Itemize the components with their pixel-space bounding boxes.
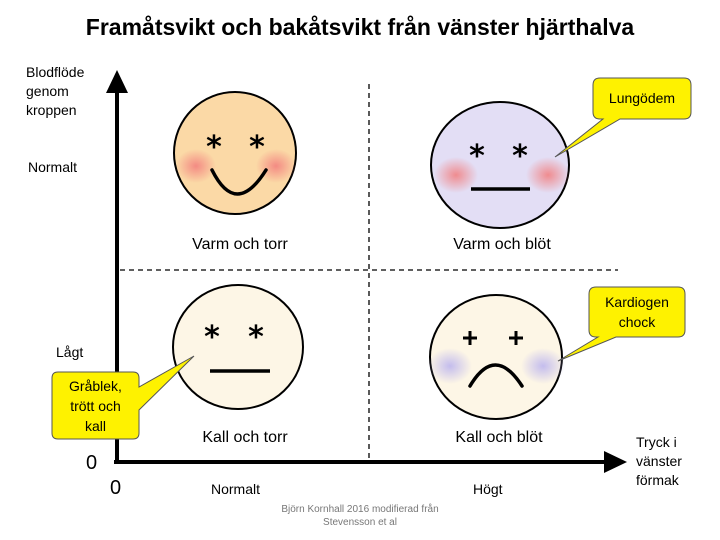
callout-grablek: Gråblek, trött och kall xyxy=(52,376,139,436)
quadrant-label-top-right: Varm och blöt xyxy=(453,236,551,253)
plus-eye-icon xyxy=(509,331,523,345)
y-tick-normal: Normalt xyxy=(28,159,78,175)
asterisk-eye-icon: * xyxy=(248,320,264,355)
quadrant-label-top-left: Varm och torr xyxy=(192,236,288,253)
cheek-left xyxy=(434,157,478,193)
asterisk-eye-icon: * xyxy=(512,139,528,174)
quadrant-label-bottom-left: Kall och torr xyxy=(202,429,288,446)
asterisk-eye-icon: * xyxy=(469,139,485,174)
callout-kardiogen-bubble xyxy=(557,286,686,362)
face-cold-wet xyxy=(428,294,565,420)
y-axis-zero: 0 xyxy=(86,452,98,474)
plus-eye-icon xyxy=(463,331,477,345)
cheek-right xyxy=(256,149,296,183)
smile-mouth xyxy=(210,168,268,196)
x-tick-high: Högt xyxy=(473,481,503,497)
y-tick-low: Lågt xyxy=(56,344,84,360)
frown-mouth xyxy=(468,363,524,388)
y-axis-label-line: genom xyxy=(26,83,69,99)
x-axis-label-line: vänster xyxy=(636,453,682,469)
cheek-right xyxy=(526,157,570,193)
x-axis-label-line: Tryck i xyxy=(636,434,677,450)
callout-line: chock xyxy=(618,314,656,330)
face-cold-dry: * * xyxy=(172,284,304,410)
callout-kardiogen: Kardiogen chock xyxy=(589,292,685,332)
callout-lungodem: Lungödem xyxy=(593,88,691,108)
x-tick-normal: Normalt xyxy=(211,481,261,497)
x-axis-label: Tryck i vänster förmak xyxy=(636,433,682,490)
asterisk-eye-icon: * xyxy=(249,130,265,165)
face-warm-dry: * * xyxy=(173,91,297,215)
y-axis-label-line: Blodflöde xyxy=(26,64,85,80)
credit-line: Stevensson et al xyxy=(323,517,397,528)
callout-grablek-bubble xyxy=(51,355,195,440)
cheek-right xyxy=(521,348,565,384)
x-axis-label-line: förmak xyxy=(636,472,679,488)
callout-line: Gråblek, xyxy=(69,378,122,394)
asterisk-eye-icon: * xyxy=(206,130,222,165)
face-warm-wet: * * xyxy=(430,101,570,229)
diagram-title: Framåtsvikt och bakåtsvikt från vänster … xyxy=(85,14,635,40)
callout-line: Kardiogen xyxy=(605,294,669,310)
callout-lungodem-bubble xyxy=(554,77,692,158)
y-axis-label-line: kroppen xyxy=(26,102,77,118)
quadrant-label-bottom-right: Kall och blöt xyxy=(455,429,543,446)
asterisk-eye-icon: * xyxy=(204,320,220,355)
x-axis-zero: 0 xyxy=(110,477,122,499)
cheek-left xyxy=(428,348,472,384)
credit-line: Björn Kornhall 2016 modifierad från xyxy=(281,504,439,515)
callout-line: Lungödem xyxy=(608,90,676,106)
x-axis xyxy=(114,451,627,473)
y-axis-label: Blodflöde genom kroppen xyxy=(26,63,84,120)
callout-line: trött och xyxy=(70,398,121,414)
credit: Björn Kornhall 2016 modifierad från Stev… xyxy=(250,503,470,529)
callout-line: kall xyxy=(84,418,106,434)
cheek-left xyxy=(176,149,216,183)
